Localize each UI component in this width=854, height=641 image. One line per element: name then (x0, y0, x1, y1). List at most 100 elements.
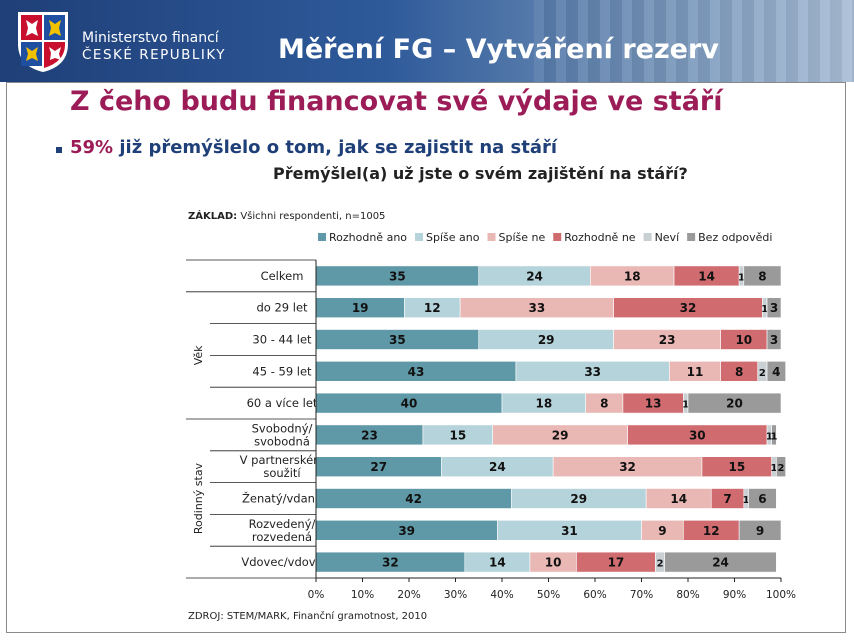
bullet-marker-icon (56, 147, 62, 153)
x-tick-label: 90% (723, 589, 746, 601)
category-label: do 29 let (256, 301, 308, 315)
category-label: soužití (263, 466, 301, 480)
data-label: 15 (728, 460, 745, 474)
x-tick-label: 80% (676, 589, 699, 601)
data-label: 24 (712, 556, 729, 570)
data-label: 35 (389, 269, 406, 283)
slide-title: Měření FG – Vytváření rezerv (278, 34, 719, 65)
data-label: 39 (398, 524, 415, 538)
category-label: 60 a více let (247, 396, 318, 410)
data-label: 1 (761, 304, 768, 315)
legend-label-4: Rozhodně ne (564, 231, 636, 244)
data-label: 20 (726, 397, 743, 411)
data-label: 3 (770, 333, 778, 347)
legend-label-6: Bez odpovědi (698, 231, 772, 244)
data-label: 2 (759, 368, 766, 379)
legend-swatch-6 (687, 233, 696, 241)
data-label: 42 (405, 492, 422, 506)
sample-basis-text: Všichni respondenti, n=1005 (237, 211, 386, 222)
bar-segment (687, 392, 782, 414)
data-label: 12 (703, 524, 720, 538)
header-banner: Ministerstvo financí ČESKÉ REPUBLIKY Měř… (0, 0, 854, 82)
x-tick-label: 0% (308, 589, 325, 601)
data-label: 1 (771, 431, 778, 442)
ministry-logo-text: Ministerstvo financí ČESKÉ REPUBLIKY (82, 30, 226, 64)
category-label: 45 - 59 let (252, 364, 312, 378)
bullet-point: 59% již přemýšlelo o tom, jak se zajisti… (70, 137, 557, 158)
category-label: V partnerském (240, 453, 325, 467)
data-label: 27 (370, 460, 387, 474)
data-label: 18 (535, 397, 552, 411)
data-label: 14 (698, 269, 715, 283)
bullet-percent: 59% (70, 137, 114, 158)
data-label: 29 (570, 492, 587, 506)
data-label: 23 (361, 428, 378, 442)
category-label: Celkem (261, 269, 304, 283)
data-label: 4 (772, 365, 780, 379)
data-label: 19 (352, 301, 369, 315)
data-label: 24 (489, 460, 506, 474)
bar-segment (771, 424, 777, 446)
data-label: 3 (770, 301, 778, 315)
x-tick-label: 20% (397, 589, 420, 601)
category-label: Vdovec/vdova (241, 555, 322, 569)
x-tick-label: 40% (490, 589, 513, 601)
data-label: 1 (743, 495, 750, 506)
legend-swatch-5 (643, 233, 652, 241)
bar-segment (748, 488, 777, 509)
data-label: 8 (758, 269, 766, 283)
x-tick-label: 10% (351, 589, 374, 601)
state-emblem-icon (18, 12, 68, 72)
data-label: 15 (449, 428, 466, 442)
data-label: 35 (389, 333, 406, 347)
legend-label-2: Spíše ano (426, 231, 480, 244)
sample-basis-note: ZÁKLAD: Všichni respondenti, n=1005 (188, 211, 385, 222)
data-label: 6 (758, 492, 766, 506)
legend-label-1: Rozhodně ano (329, 231, 407, 244)
data-label: 7 (723, 492, 731, 506)
data-label: 13 (645, 397, 662, 411)
x-tick-label: 30% (444, 589, 467, 601)
data-label: 24 (526, 269, 543, 283)
header-building-decoration (534, 0, 854, 82)
category-label: 30 - 44 let (252, 333, 312, 347)
legend-swatch-2 (415, 233, 424, 241)
content-frame (6, 82, 846, 633)
bar-segment (766, 360, 786, 382)
legend-swatch-3 (487, 233, 496, 241)
legend-label-5: Neví (655, 231, 681, 244)
data-label: 32 (619, 460, 636, 474)
data-label: 10 (735, 333, 752, 347)
data-label: 9 (658, 524, 666, 538)
data-label: 29 (538, 333, 555, 347)
bullet-text: již přemýšlelo o tom, jak se zajistit na… (113, 137, 558, 158)
main-heading: Z čeho budu financovat své výdaje ve stá… (70, 86, 723, 117)
legend-label-3: Spíše ne (498, 231, 545, 244)
bar-segment (743, 265, 782, 287)
data-label: 11 (687, 365, 704, 379)
data-label: 1 (771, 463, 778, 474)
data-label: 1 (682, 400, 689, 411)
ministry-name-line2: ČESKÉ REPUBLIKY (82, 47, 227, 63)
x-tick-label: 70% (630, 589, 653, 601)
data-label: 8 (600, 397, 608, 411)
x-tick-label: 60% (583, 589, 606, 601)
data-label: 12 (424, 301, 441, 315)
bar-segment (766, 297, 782, 319)
category-label: svobodná (254, 434, 310, 448)
legend-swatch-1 (318, 233, 326, 241)
ministry-name-line1: Ministerstvo financí (82, 30, 219, 46)
data-label: 2 (778, 463, 785, 474)
data-label: 29 (552, 428, 569, 442)
category-label: Ženatý/vdaná (242, 491, 322, 506)
data-label: 30 (689, 428, 706, 442)
data-label: 17 (608, 556, 625, 570)
bar-segment (766, 329, 782, 350)
data-label: 18 (624, 269, 641, 283)
source-note: ZDROJ: STEM/MARK, Finanční gramotnost, 2… (188, 611, 428, 622)
bar-segment (738, 519, 782, 541)
data-label: 43 (408, 365, 425, 379)
data-label: 9 (756, 524, 764, 538)
x-tick-label: 100% (766, 589, 796, 601)
